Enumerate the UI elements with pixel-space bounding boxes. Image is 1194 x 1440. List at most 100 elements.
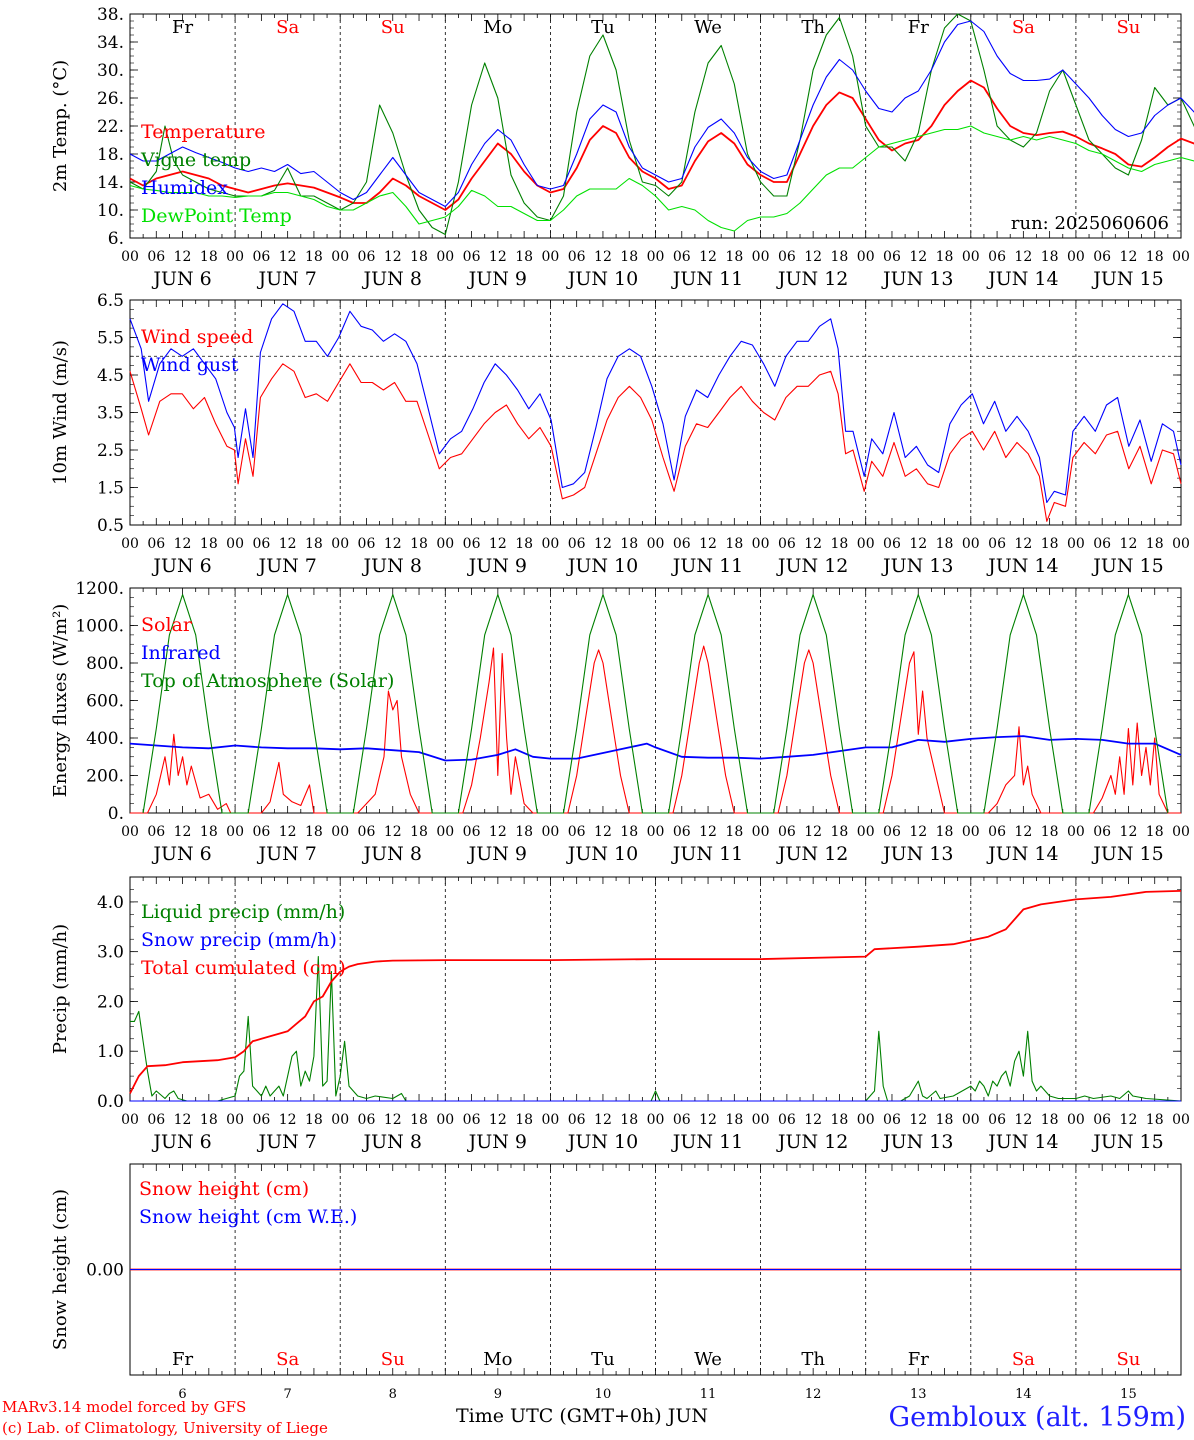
y-tick-label: 2.5 <box>97 441 124 461</box>
day-name: We <box>694 1349 722 1370</box>
hour-label: 18 <box>725 249 743 265</box>
hour-label: 18 <box>725 536 743 552</box>
hour-label: 06 <box>778 249 796 265</box>
hour-label: 00 <box>647 824 665 840</box>
hour-label: 18 <box>620 536 638 552</box>
date-label: JUN 8 <box>362 1131 422 1153</box>
series-line <box>129 890 1182 1094</box>
date-label: JUN 10 <box>566 843 638 865</box>
hour-label: 00 <box>541 1112 559 1128</box>
day-number: 9 <box>494 1387 502 1400</box>
day-name: Su <box>381 1349 405 1370</box>
hour-label: 06 <box>883 249 901 265</box>
date-label: JUN 8 <box>362 843 422 865</box>
hour-label: 12 <box>279 249 297 265</box>
series-line <box>129 20 1194 208</box>
hour-label: 06 <box>147 249 165 265</box>
date-label: JUN 11 <box>671 1131 743 1153</box>
hour-label: 12 <box>1120 249 1138 265</box>
date-label: JUN 6 <box>151 555 211 577</box>
hour-label: 00 <box>1172 1112 1190 1128</box>
hour-label: 18 <box>936 1112 954 1128</box>
date-label: JUN 11 <box>671 555 743 577</box>
hour-label: 00 <box>1172 249 1190 265</box>
y-tick-label: 1.5 <box>97 479 124 499</box>
y-tick-label: 38. <box>97 5 124 25</box>
hour-label: 06 <box>988 249 1006 265</box>
hour-label: 00 <box>647 1112 665 1128</box>
hour-label: 12 <box>804 824 822 840</box>
hour-label: 18 <box>200 824 218 840</box>
date-label: JUN 13 <box>881 843 953 865</box>
legend-entry: Snow precip (mm/h) <box>141 929 337 951</box>
day-name: Mo <box>483 1349 512 1370</box>
date-label: JUN 15 <box>1091 843 1163 865</box>
hour-label: 18 <box>200 536 218 552</box>
hour-label: 00 <box>752 536 770 552</box>
y-tick-label: 3.0 <box>97 943 124 963</box>
day-name: Su <box>1116 1349 1140 1370</box>
legend-entry: DewPoint Temp <box>141 205 292 227</box>
hour-label: 00 <box>1172 536 1190 552</box>
day-name: We <box>694 17 722 38</box>
hour-label: 06 <box>463 249 481 265</box>
hour-label: 00 <box>226 824 244 840</box>
hour-label: 06 <box>463 824 481 840</box>
hour-label: 12 <box>1120 824 1138 840</box>
y-tick-label: 2.0 <box>97 992 124 1012</box>
legend-entry: Snow height (cm W.E.) <box>139 1206 357 1228</box>
date-label: JUN 11 <box>671 843 743 865</box>
hour-label: 18 <box>936 249 954 265</box>
y-tick-label: 14. <box>97 173 124 193</box>
day-name: Sa <box>276 17 299 38</box>
hour-label: 18 <box>620 824 638 840</box>
y-tick-label: 1.0 <box>97 1042 124 1062</box>
date-label: JUN 9 <box>467 1131 527 1153</box>
hour-label: 06 <box>252 1112 270 1128</box>
day-name: Su <box>381 17 405 38</box>
run-annotation: run: 2025060606 <box>1011 213 1169 234</box>
hour-label: 00 <box>1172 824 1190 840</box>
date-label: JUN 12 <box>776 268 848 290</box>
hour-label: 12 <box>699 249 717 265</box>
hour-label: 12 <box>1120 536 1138 552</box>
hour-label: 06 <box>883 1112 901 1128</box>
plot-frame <box>129 299 1182 526</box>
hour-label: 18 <box>515 249 533 265</box>
lab-credit: (c) Lab. of Climatology, University of L… <box>2 1419 328 1437</box>
hour-label: 06 <box>1093 824 1111 840</box>
date-label: JUN 7 <box>256 555 316 577</box>
hour-label: 06 <box>1093 249 1111 265</box>
hour-label: 18 <box>1146 536 1164 552</box>
hour-label: 18 <box>831 1112 849 1128</box>
panel-1: 6. 10. 14. 18. 22. 26. 30. 34. 38. 2m Temp. (°C) T… <box>50 5 1194 290</box>
hour-label: 12 <box>489 536 507 552</box>
hour-label: 12 <box>1014 1112 1032 1128</box>
hour-label: 00 <box>226 536 244 552</box>
day-number: 10 <box>595 1387 612 1400</box>
hour-label: 12 <box>699 1112 717 1128</box>
day-name: Sa <box>1012 17 1035 38</box>
hour-label: 06 <box>778 536 796 552</box>
hour-label: 18 <box>305 1112 323 1128</box>
date-label: JUN 8 <box>362 268 422 290</box>
hour-label: 00 <box>1067 536 1085 552</box>
y-tick-label: 0.00 <box>86 1261 124 1281</box>
hour-label: 00 <box>962 249 980 265</box>
legend-entry: Infrared <box>141 642 221 664</box>
legend-entry: Total cumulated (cm) <box>141 957 346 979</box>
hour-label: 18 <box>515 536 533 552</box>
series-line <box>129 79 1194 211</box>
y-tick-label: 4.5 <box>97 366 124 386</box>
day-name: Th <box>801 17 825 38</box>
hour-label: 06 <box>778 824 796 840</box>
y-tick-label: 26. <box>97 89 124 109</box>
hour-label: 00 <box>1067 824 1085 840</box>
day-name: Fr <box>172 1349 193 1370</box>
date-label: JUN 13 <box>881 1131 953 1153</box>
date-label: JUN 15 <box>1091 1131 1163 1153</box>
hour-label: 06 <box>568 536 586 552</box>
day-name: Mo <box>483 17 512 38</box>
hour-label: 06 <box>988 536 1006 552</box>
hour-label: 00 <box>436 1112 454 1128</box>
